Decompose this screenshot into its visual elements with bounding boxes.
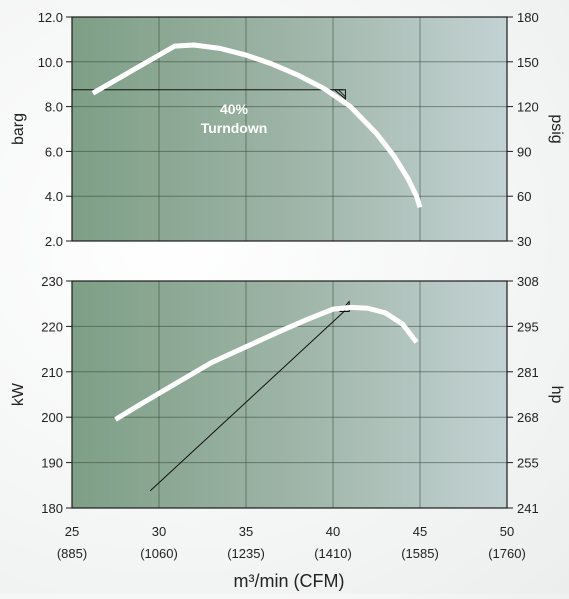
annotation-line-1: 40% <box>220 101 249 117</box>
x-tick-label-secondary: (1060) <box>140 546 178 561</box>
y-axis-label: barg <box>10 113 27 145</box>
x-tick-label: 50 <box>500 524 514 539</box>
x-tick-label-secondary: (1760) <box>488 546 526 561</box>
x-tick-label: 35 <box>239 524 253 539</box>
x-tick-label-secondary: (1410) <box>314 546 352 561</box>
x-tick-label-secondary: (1585) <box>401 546 439 561</box>
x-tick-label: 30 <box>152 524 166 539</box>
x-tick-label-secondary: (1235) <box>227 546 265 561</box>
y2-tick-label: 30 <box>517 234 531 249</box>
y2-axis-label: psig <box>548 114 565 143</box>
y2-tick-label: 180 <box>517 10 539 25</box>
y-tick-label: 210 <box>41 365 63 380</box>
y2-tick-label: 268 <box>517 410 539 425</box>
y-tick-label: 200 <box>41 410 63 425</box>
y-axis-label: kW <box>10 382 27 406</box>
y2-tick-label: 90 <box>517 144 531 159</box>
annotation-line-2: Turndown <box>201 120 268 136</box>
y2-tick-label: 241 <box>517 501 539 516</box>
plot-area-1 <box>72 17 507 241</box>
y-tick-label: 220 <box>41 319 63 334</box>
y2-tick-label: 308 <box>517 274 539 289</box>
y2-tick-label: 255 <box>517 456 539 471</box>
x-tick-label: 40 <box>326 524 340 539</box>
y2-tick-label: 60 <box>517 189 531 204</box>
y2-tick-label: 295 <box>517 319 539 334</box>
x-tick-label: 45 <box>413 524 427 539</box>
y-tick-label: 12.0 <box>38 10 63 25</box>
y2-axis-label: hp <box>548 386 565 404</box>
y2-tick-label: 281 <box>517 365 539 380</box>
y-tick-label: 2.0 <box>45 234 63 249</box>
x-tick-label: 25 <box>65 524 79 539</box>
y-tick-label: 6.0 <box>45 144 63 159</box>
y-tick-label: 230 <box>41 274 63 289</box>
y-tick-label: 190 <box>41 456 63 471</box>
plot-area-2 <box>72 281 507 508</box>
y-tick-label: 180 <box>41 501 63 516</box>
x-axis-label: m³/min (CFM) <box>234 571 345 591</box>
y-tick-label: 8.0 <box>45 100 63 115</box>
y2-tick-label: 150 <box>517 55 539 70</box>
y-tick-label: 10.0 <box>38 55 63 70</box>
x-tick-label-secondary: (885) <box>57 546 87 561</box>
y2-tick-label: 120 <box>517 100 539 115</box>
y-tick-label: 4.0 <box>45 189 63 204</box>
